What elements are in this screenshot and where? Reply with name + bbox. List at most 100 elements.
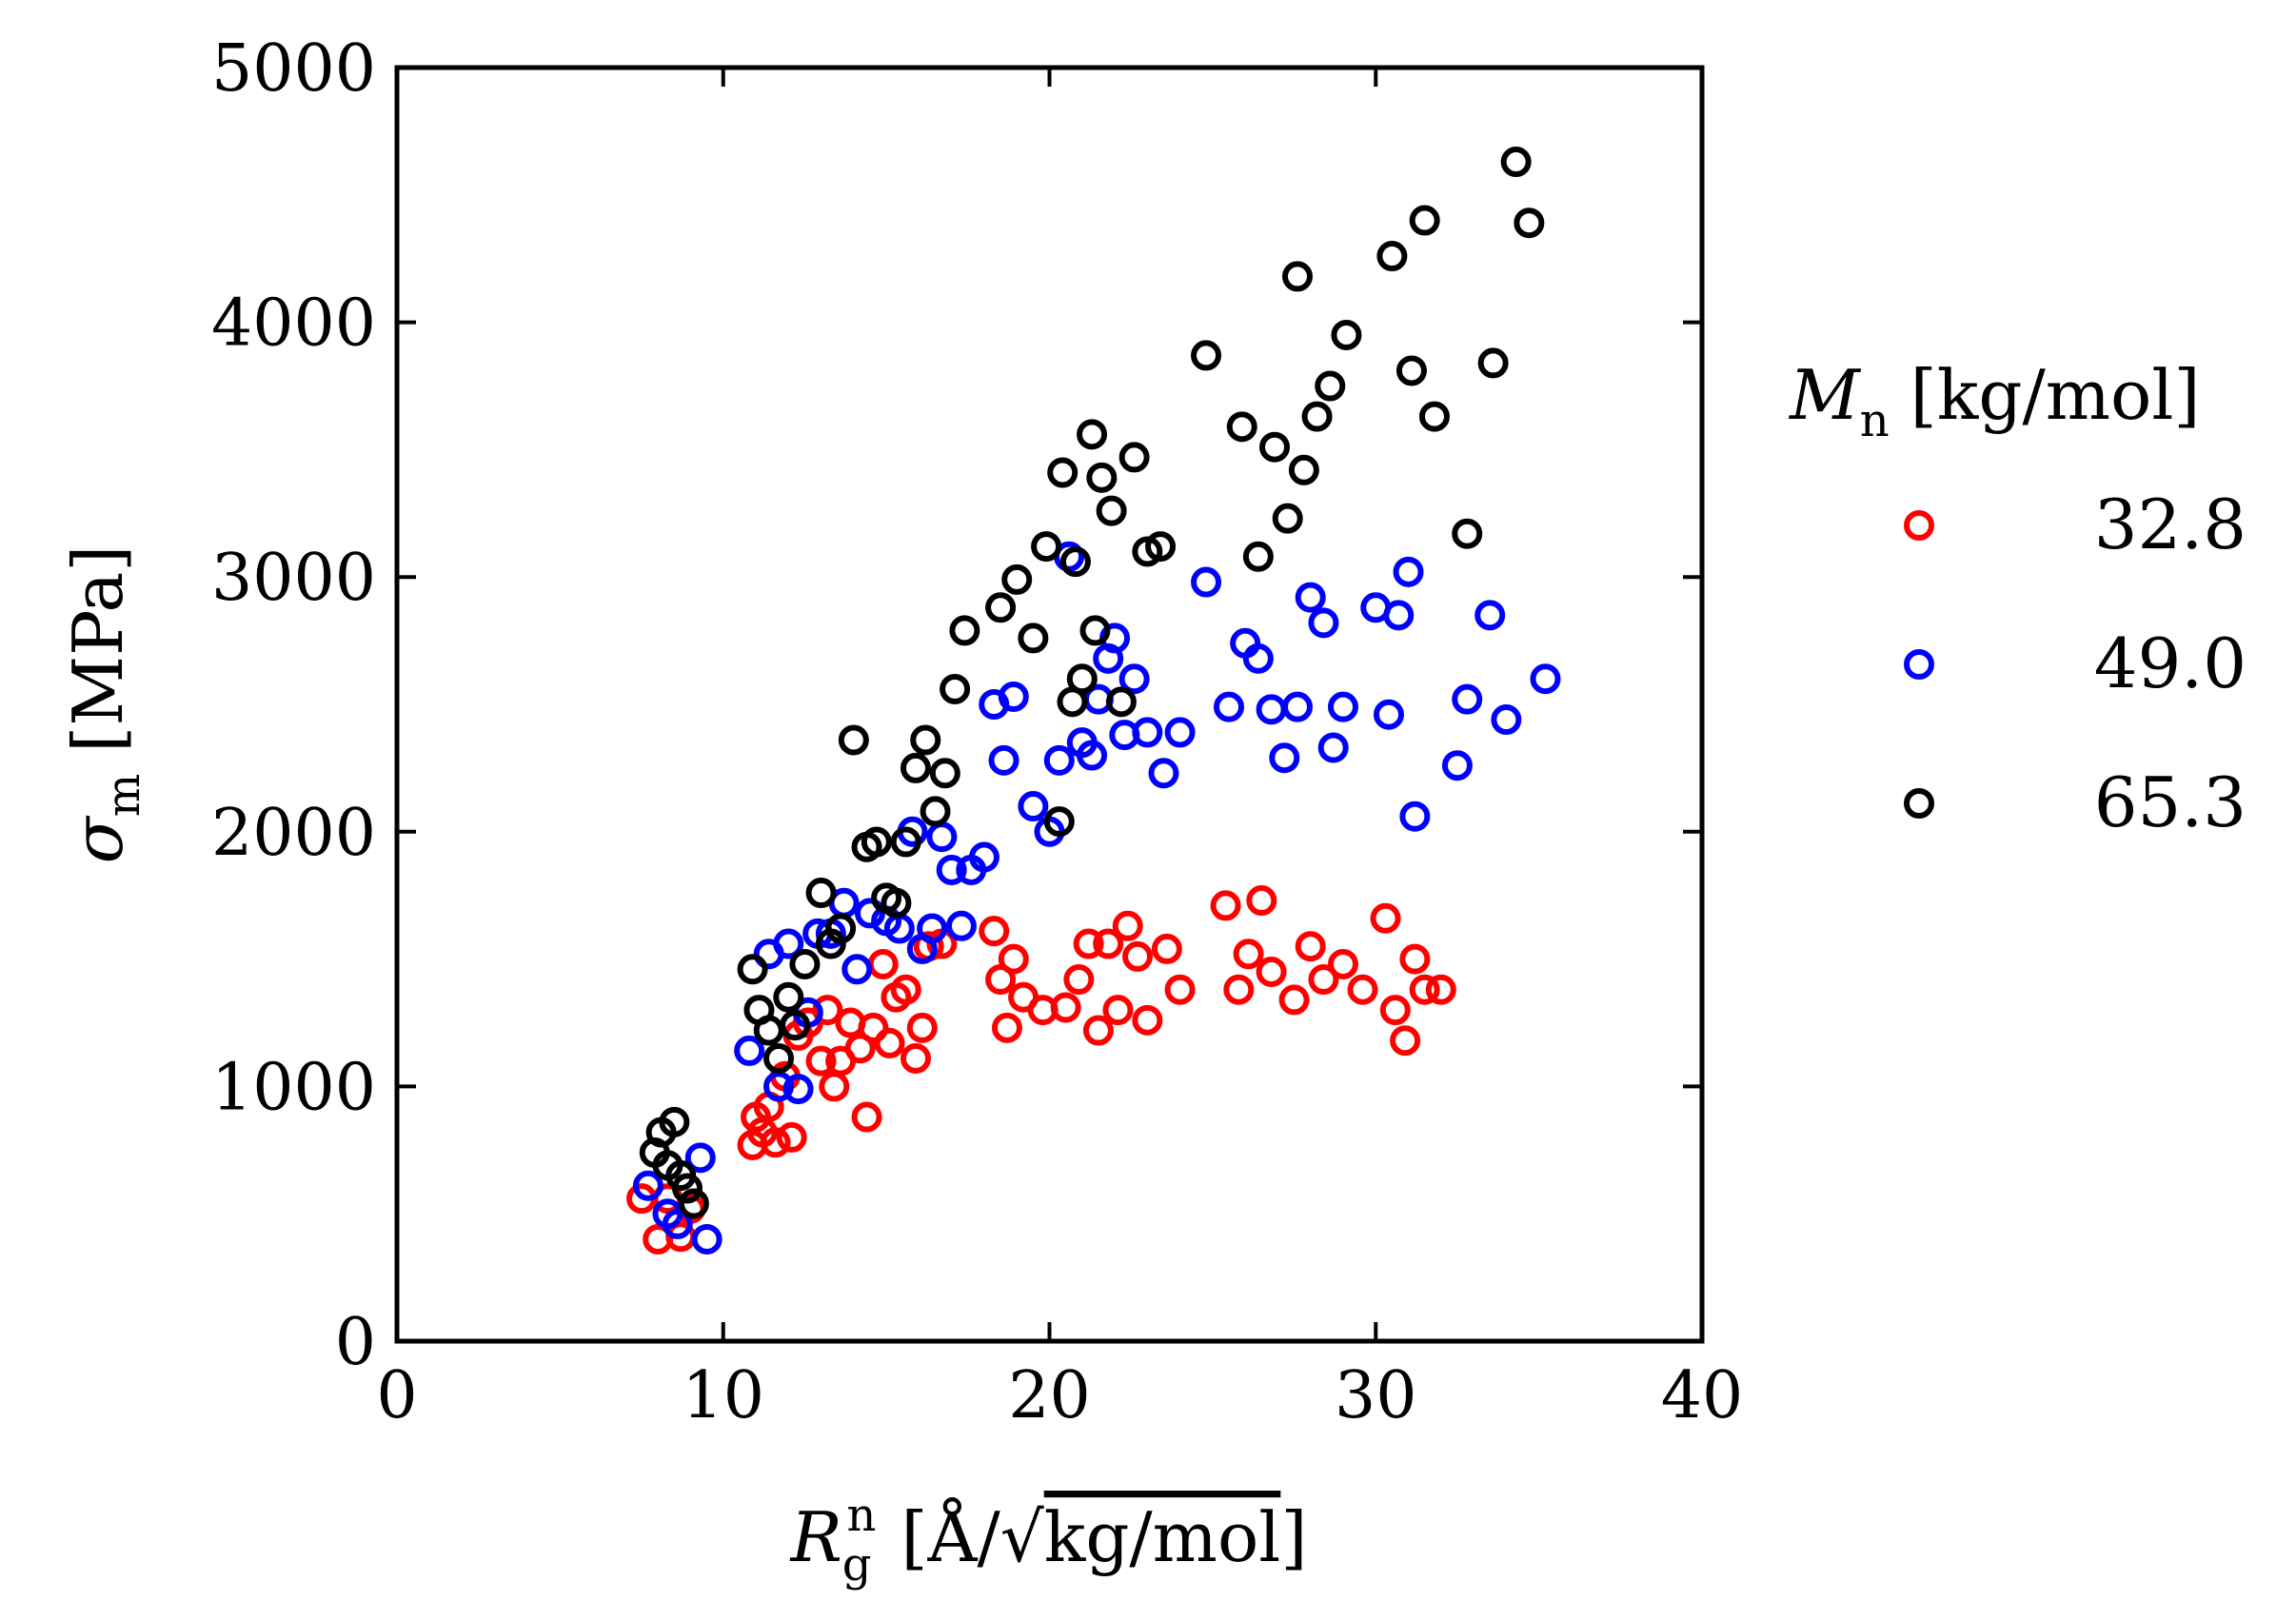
data-point [1269, 742, 1300, 774]
series-49.0 [632, 541, 1561, 1255]
data-point [805, 878, 837, 909]
data-point [854, 898, 885, 929]
data-point [1327, 691, 1358, 722]
data-point [1226, 411, 1257, 443]
data-point [662, 1208, 693, 1239]
data-point [998, 681, 1029, 712]
data-point [1399, 943, 1431, 975]
data-point [881, 887, 912, 919]
data-point [1057, 686, 1088, 718]
data-point [1315, 370, 1346, 402]
data-point [805, 1045, 837, 1077]
data-point [1370, 902, 1401, 934]
data-point [1145, 531, 1177, 563]
data-point [851, 1101, 882, 1133]
data-point [861, 826, 892, 858]
data-point [737, 954, 768, 985]
tick-labels: 0 10 20 30 40 0 1000 2000 3000 4000 5000 [211, 31, 1743, 1433]
data-point [1077, 419, 1108, 450]
data-point [1223, 974, 1255, 1005]
data-point [1018, 623, 1049, 654]
data-point [940, 673, 971, 704]
data-point [900, 1042, 931, 1074]
data-point [1118, 442, 1150, 473]
data-point [1500, 147, 1532, 178]
data-point [763, 1042, 795, 1074]
data-point [1242, 642, 1274, 674]
data-point [1164, 717, 1196, 748]
data-point [1063, 964, 1095, 996]
data-point [906, 1012, 938, 1043]
x-axis-label-unit-root: kg/mol [1044, 1497, 1281, 1577]
data-point [678, 1188, 709, 1219]
data-point [1191, 340, 1222, 371]
data-point [968, 841, 1000, 873]
data-point [1105, 686, 1137, 718]
data-point [773, 981, 804, 1013]
data-point [1425, 974, 1456, 1005]
y-tick-label: 2000 [211, 796, 376, 871]
data-point [858, 1012, 889, 1043]
x-axis-sqrt-sign: √ [1000, 1497, 1044, 1577]
data-point [1530, 663, 1561, 695]
x-axis-label: Rgn [Å/√kg/mol] [789, 1489, 1308, 1591]
data-point [1079, 615, 1111, 646]
x-axis-label-unit-left: [Å/ [901, 1496, 1000, 1577]
data-point [776, 1121, 807, 1153]
x-tick-label: 30 [1335, 1358, 1417, 1433]
data-point [1214, 691, 1245, 722]
data-point [1308, 964, 1339, 996]
data-point [1031, 531, 1062, 563]
data-point [691, 1223, 722, 1255]
data-point [1122, 940, 1154, 972]
y-tick-label: 4000 [211, 287, 376, 362]
data-point [1376, 241, 1408, 272]
data-point [1288, 454, 1319, 485]
data-point [1086, 462, 1118, 493]
data-point [1132, 1004, 1163, 1036]
data-point [819, 1071, 850, 1102]
data-point [1491, 704, 1522, 736]
data-point [1327, 948, 1358, 979]
data-point [1301, 401, 1333, 432]
data-point [1018, 791, 1049, 822]
x-axis-label-symbol: R [789, 1497, 842, 1577]
data-point [1317, 732, 1349, 763]
legend-marker [1904, 788, 1934, 819]
data-point [1077, 740, 1108, 771]
data-point [920, 796, 951, 827]
data-point [988, 744, 1019, 776]
data-point [1112, 910, 1143, 941]
plot-frame [394, 65, 1705, 1344]
data-point [773, 928, 804, 959]
data-point [910, 724, 941, 756]
y-axis-label-unit: [MPa] [58, 545, 138, 753]
data-point [841, 954, 873, 985]
legend-marker [1904, 510, 1934, 541]
data-point [1132, 717, 1163, 748]
data-point [1409, 974, 1440, 1005]
data-point [1452, 518, 1483, 549]
data-point [763, 1071, 795, 1102]
data-point [1118, 663, 1150, 695]
data-point [1347, 974, 1378, 1005]
legend-marker [1904, 649, 1934, 680]
data-point [1059, 546, 1091, 578]
data-point [1210, 890, 1241, 921]
axis-ticks [395, 66, 1704, 1343]
legend-label: 65.3 [2094, 762, 2247, 842]
data-point [1281, 261, 1313, 292]
data-point [734, 1035, 765, 1066]
data-point [1379, 995, 1411, 1026]
data-point [684, 1142, 716, 1174]
data-point [867, 948, 899, 979]
data-point [979, 916, 1010, 947]
data-point [1395, 355, 1427, 386]
data-point [753, 1015, 784, 1046]
x-tick-label: 10 [682, 1358, 764, 1433]
data-point [1477, 347, 1509, 379]
y-axis-label-symbol: σ [58, 815, 138, 863]
data-point [1295, 931, 1326, 962]
legend-label: 32.8 [2094, 484, 2247, 564]
data-point [1295, 582, 1326, 613]
